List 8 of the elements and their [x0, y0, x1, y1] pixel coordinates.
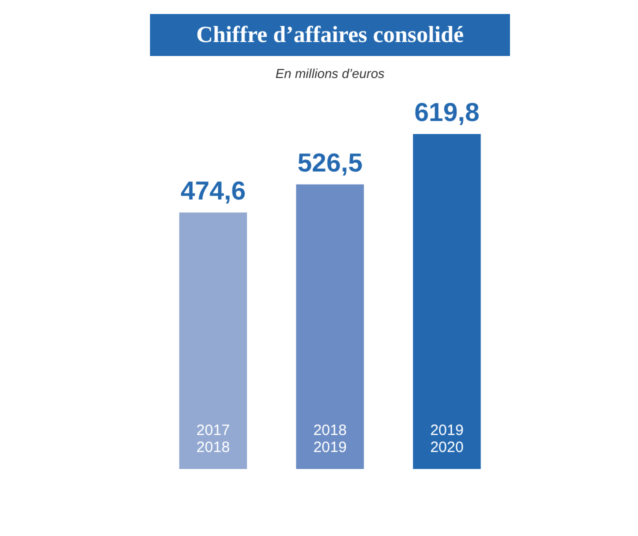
x-tick-label: 2018 2019	[313, 422, 347, 456]
data-label: 474,6	[180, 175, 246, 206]
x-tick-label: 2019 2020	[430, 422, 464, 456]
x-tick-label: 2017 2018	[196, 422, 230, 456]
chart-subtitle: En millions d’euros	[275, 66, 386, 81]
data-label: 619,8	[414, 97, 480, 127]
chart-title: Chiffre d’affaires consolidé	[196, 22, 464, 47]
data-label: 526,5	[297, 147, 363, 178]
